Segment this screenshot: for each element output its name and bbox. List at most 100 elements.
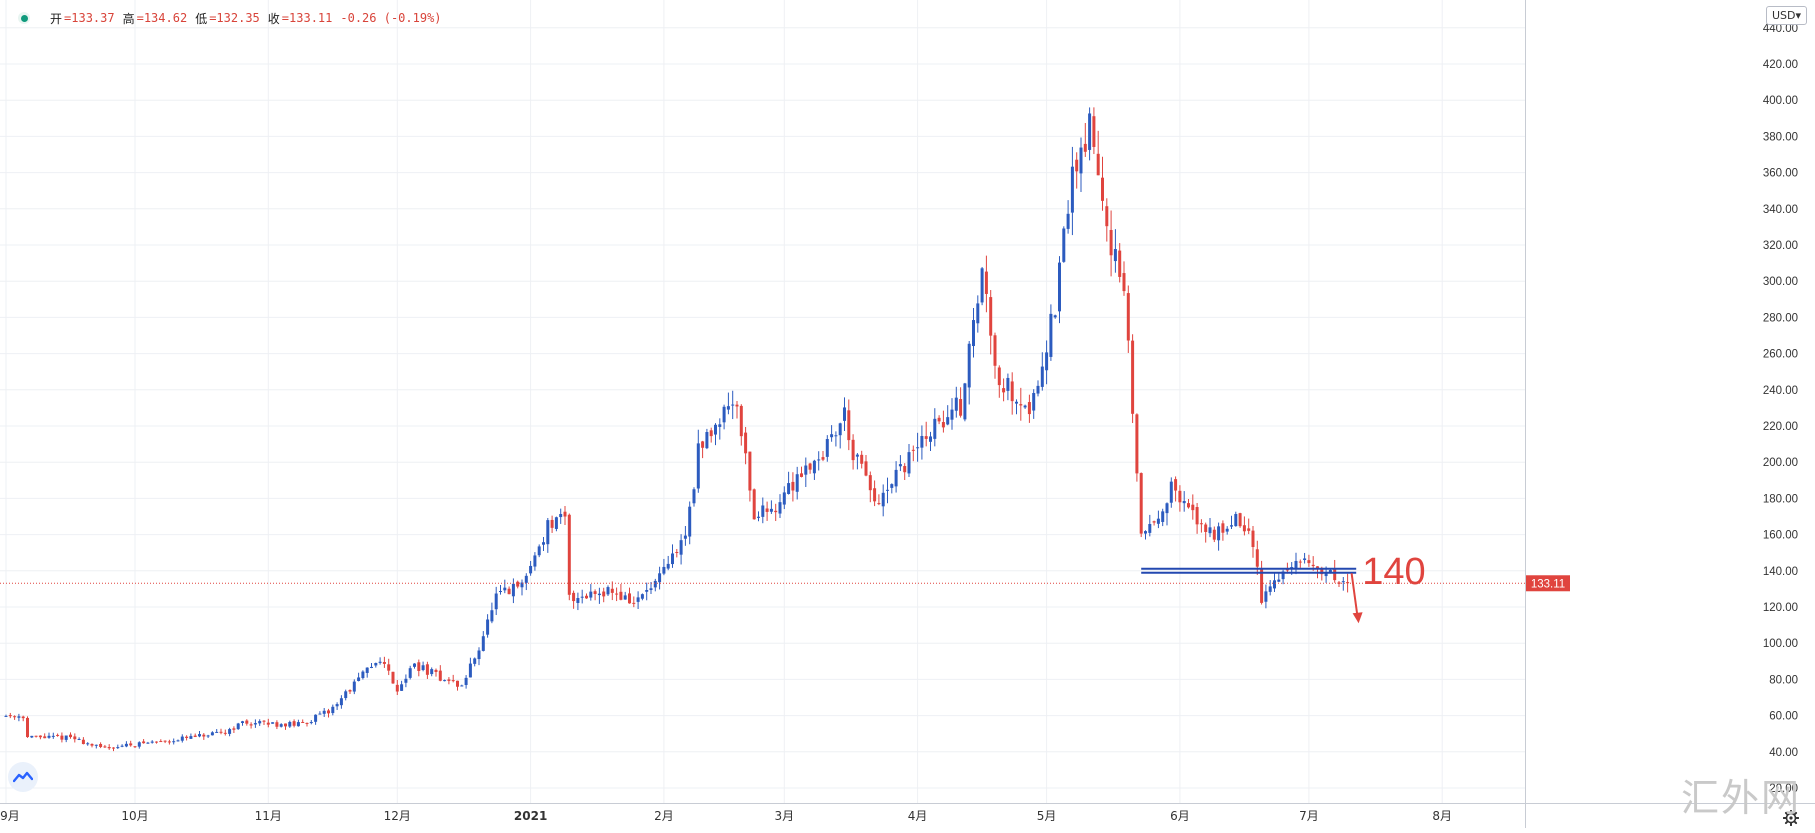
candle [460, 684, 464, 687]
candle [4, 714, 8, 717]
candle-body [494, 593, 498, 610]
candle [537, 544, 541, 558]
candle-series [4, 107, 1350, 752]
currency-label: USD [1771, 9, 1796, 22]
candle [950, 398, 954, 430]
y-tick-label: 340.00 [1763, 204, 1798, 216]
candle [447, 677, 451, 685]
candle [516, 580, 520, 589]
currency-selector[interactable]: USD▾ [1765, 6, 1807, 25]
candle [787, 471, 791, 495]
candle [597, 587, 601, 604]
candle [266, 718, 270, 728]
candle [619, 583, 623, 601]
candle [1264, 584, 1268, 609]
candle [142, 739, 146, 744]
gear-icon[interactable] [1783, 810, 1799, 826]
candle-body [378, 661, 382, 663]
candle [1169, 477, 1173, 508]
change-value: -0.26 (-0.19%) [340, 11, 442, 25]
candle [94, 744, 98, 749]
candle-body [296, 722, 300, 727]
x-tick-label: 4月 [908, 809, 928, 823]
candle [714, 423, 717, 446]
candle [881, 484, 885, 517]
candle-body [1144, 531, 1147, 534]
candle [1238, 512, 1242, 528]
candle [692, 487, 696, 507]
candle [296, 719, 300, 727]
candle-body [916, 447, 920, 449]
candle-body [468, 663, 472, 678]
candle [193, 733, 197, 738]
candle-body [671, 553, 674, 565]
candle [933, 408, 937, 447]
candle [408, 665, 412, 680]
candle-body [1328, 569, 1332, 573]
tradingview-logo-icon[interactable] [8, 762, 38, 792]
x-tick-label: 10月 [121, 809, 148, 823]
candle [421, 661, 425, 672]
candle [722, 404, 726, 430]
candle-body [834, 435, 838, 437]
candle-body [262, 720, 266, 722]
candle-body [890, 484, 894, 488]
candle [327, 708, 330, 718]
candle-body [980, 268, 984, 303]
candle-body [357, 677, 361, 681]
candle [468, 657, 472, 678]
candle [494, 586, 498, 616]
candle [1199, 519, 1203, 533]
time-axis[interactable]: 9月 10月 11月 12月 2021 2月 3月 4月 5月 6月 7月 8月 [0, 803, 1815, 824]
candle [425, 661, 429, 679]
last-price-tag-label: 133.11 [1531, 578, 1565, 590]
candle [382, 656, 386, 668]
candle-body [929, 436, 932, 442]
candle-body [688, 506, 692, 537]
candle [198, 731, 201, 738]
candle [206, 734, 210, 738]
candle [292, 719, 296, 728]
candle-body [662, 566, 666, 574]
candle-body [1238, 513, 1242, 527]
candle-body [1019, 404, 1023, 406]
candle [1187, 499, 1190, 509]
candle [473, 657, 477, 667]
candle-body [1169, 481, 1173, 503]
candle [855, 453, 859, 470]
y-tick-label: 80.00 [1769, 674, 1798, 686]
candle-body [1156, 518, 1160, 524]
candle [146, 741, 150, 744]
candle-body [967, 343, 971, 388]
candle-body [339, 698, 343, 706]
candle [339, 695, 343, 709]
candle [1045, 340, 1049, 385]
candle [1049, 304, 1053, 361]
candle-body [301, 721, 305, 723]
candle-body [787, 483, 791, 494]
candle-body [1277, 579, 1281, 582]
candle-body [425, 664, 429, 675]
candle [774, 503, 778, 522]
candle [1294, 552, 1298, 575]
candle [550, 515, 554, 533]
candle [649, 582, 653, 594]
candle [524, 573, 528, 591]
candle [507, 586, 511, 595]
candle-body [99, 743, 103, 748]
candle [413, 663, 416, 669]
candle [520, 579, 524, 596]
candle [103, 744, 107, 748]
candle-body [576, 598, 580, 603]
symbol-status-icon[interactable] [18, 12, 30, 24]
candle [17, 713, 21, 722]
candle [210, 731, 214, 736]
candle [864, 455, 868, 477]
price-axis[interactable]: 20.00 40.00 60.00 80.00 100.00 120.00 140.00 16… [1525, 0, 1799, 828]
candle-body [524, 575, 528, 583]
candle-body [825, 439, 829, 457]
candle-body [718, 424, 722, 427]
candle-body [1255, 549, 1259, 567]
